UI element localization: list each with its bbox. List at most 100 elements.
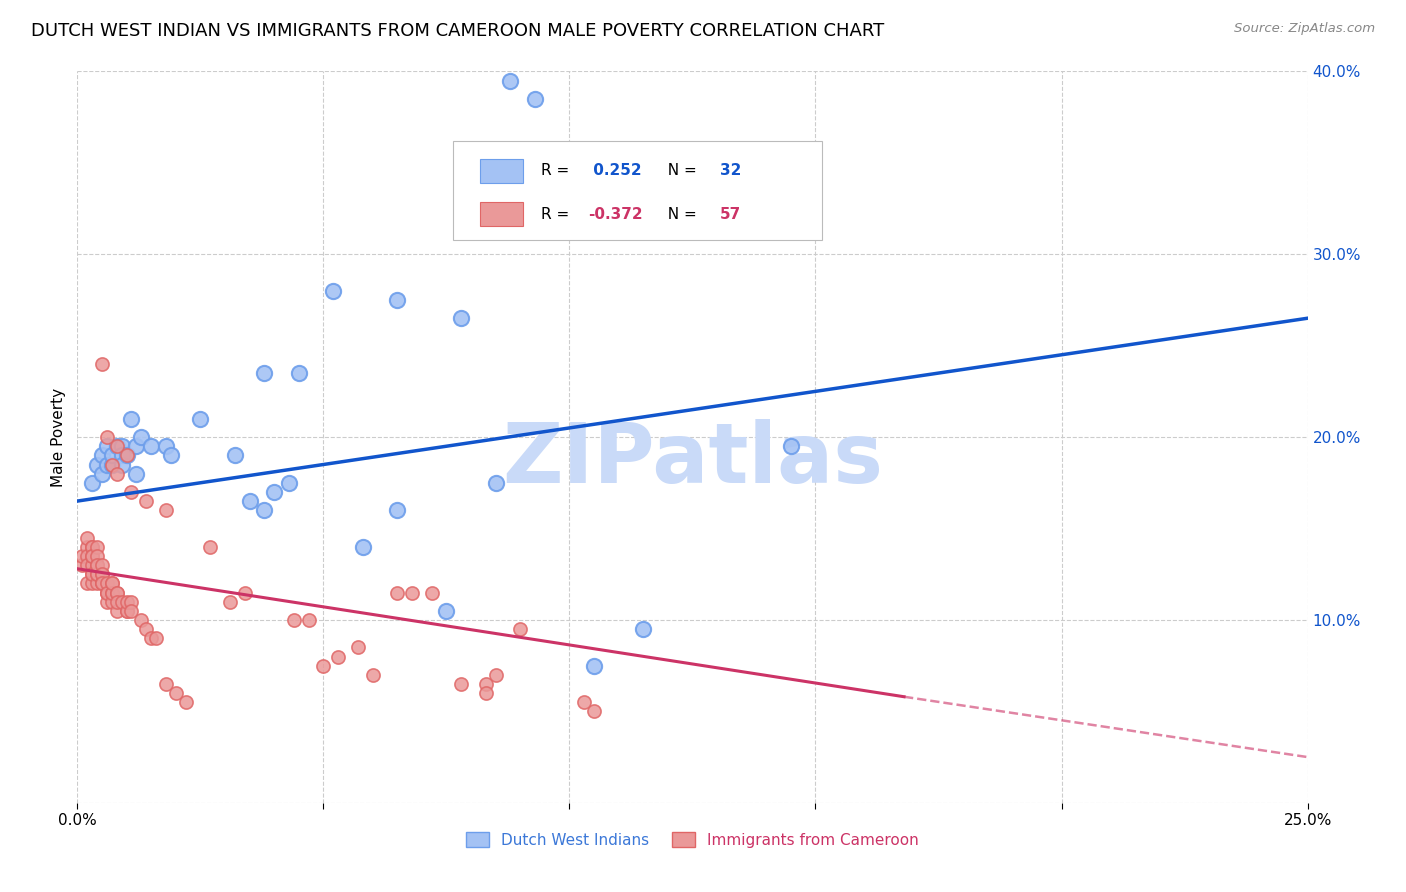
Point bbox=[155, 439, 177, 453]
Point bbox=[76, 531, 98, 545]
Point bbox=[101, 458, 124, 472]
Point bbox=[485, 475, 508, 490]
Point bbox=[574, 695, 596, 709]
Point bbox=[125, 439, 148, 453]
Point bbox=[278, 475, 301, 490]
Point bbox=[90, 576, 114, 591]
Point bbox=[96, 585, 118, 599]
Text: N =: N = bbox=[658, 163, 702, 178]
Point bbox=[200, 540, 222, 554]
Point bbox=[499, 73, 522, 87]
Point bbox=[115, 448, 138, 462]
Point bbox=[145, 632, 167, 646]
Point bbox=[160, 448, 183, 462]
Point bbox=[450, 311, 472, 326]
Point bbox=[90, 558, 114, 573]
Point bbox=[288, 366, 311, 380]
Point bbox=[90, 357, 114, 371]
Point bbox=[583, 658, 606, 673]
Point bbox=[174, 695, 197, 709]
Point bbox=[633, 622, 655, 636]
Point bbox=[96, 594, 118, 608]
Point bbox=[188, 412, 212, 426]
Point bbox=[96, 585, 118, 599]
Point bbox=[385, 503, 409, 517]
Y-axis label: Male Poverty: Male Poverty bbox=[51, 387, 66, 487]
Point bbox=[129, 430, 153, 444]
Point bbox=[509, 46, 531, 61]
Point bbox=[101, 594, 124, 608]
Point bbox=[90, 467, 114, 481]
Point bbox=[105, 594, 128, 608]
FancyBboxPatch shape bbox=[479, 159, 523, 183]
Point bbox=[96, 585, 118, 599]
Point bbox=[155, 503, 177, 517]
Text: 57: 57 bbox=[720, 207, 741, 221]
Point bbox=[115, 594, 138, 608]
Point bbox=[322, 284, 344, 298]
Point bbox=[475, 686, 498, 700]
Point bbox=[401, 585, 423, 599]
Point bbox=[105, 604, 128, 618]
Point bbox=[253, 503, 276, 517]
Point bbox=[101, 585, 124, 599]
Point bbox=[475, 677, 498, 691]
Point bbox=[105, 439, 128, 453]
Point bbox=[115, 604, 138, 618]
Point bbox=[263, 485, 285, 500]
Point bbox=[141, 439, 163, 453]
Text: -0.372: -0.372 bbox=[588, 207, 643, 221]
Text: R =: R = bbox=[541, 207, 574, 221]
Point bbox=[436, 604, 458, 618]
Point bbox=[82, 549, 104, 563]
Point bbox=[420, 585, 443, 599]
Point bbox=[96, 439, 118, 453]
Point bbox=[111, 439, 132, 453]
Point bbox=[82, 549, 104, 563]
Point bbox=[224, 448, 246, 462]
Point bbox=[352, 540, 374, 554]
Point bbox=[583, 705, 606, 719]
Point bbox=[90, 576, 114, 591]
Point bbox=[82, 576, 104, 591]
Point bbox=[101, 448, 124, 462]
Point bbox=[326, 649, 350, 664]
Point bbox=[86, 549, 108, 563]
Point bbox=[385, 585, 409, 599]
Point bbox=[82, 540, 104, 554]
Point bbox=[105, 467, 128, 481]
Point bbox=[86, 576, 108, 591]
Point bbox=[121, 485, 143, 500]
Point bbox=[105, 439, 128, 453]
Point bbox=[155, 677, 177, 691]
Point bbox=[121, 594, 143, 608]
Point bbox=[86, 558, 108, 573]
Point bbox=[780, 439, 803, 453]
Point bbox=[485, 667, 508, 681]
Legend: Dutch West Indians, Immigrants from Cameroon: Dutch West Indians, Immigrants from Came… bbox=[460, 825, 925, 854]
Point bbox=[82, 558, 104, 573]
Point bbox=[129, 613, 153, 627]
Point bbox=[70, 549, 93, 563]
Point bbox=[111, 594, 132, 608]
Point bbox=[101, 585, 124, 599]
Point bbox=[82, 567, 104, 582]
Point bbox=[283, 613, 305, 627]
FancyBboxPatch shape bbox=[479, 202, 523, 227]
Point bbox=[76, 558, 98, 573]
Point bbox=[70, 558, 93, 573]
Point bbox=[86, 567, 108, 582]
Point bbox=[101, 576, 124, 591]
Point bbox=[121, 412, 143, 426]
Point bbox=[111, 448, 132, 462]
Point bbox=[96, 576, 118, 591]
Point bbox=[239, 494, 262, 508]
Point bbox=[111, 458, 132, 472]
Point bbox=[101, 458, 124, 472]
Point bbox=[115, 448, 138, 462]
Point bbox=[347, 640, 370, 655]
Point bbox=[233, 585, 256, 599]
Point bbox=[82, 475, 104, 490]
Point bbox=[101, 576, 124, 591]
Text: DUTCH WEST INDIAN VS IMMIGRANTS FROM CAMEROON MALE POVERTY CORRELATION CHART: DUTCH WEST INDIAN VS IMMIGRANTS FROM CAM… bbox=[31, 22, 884, 40]
